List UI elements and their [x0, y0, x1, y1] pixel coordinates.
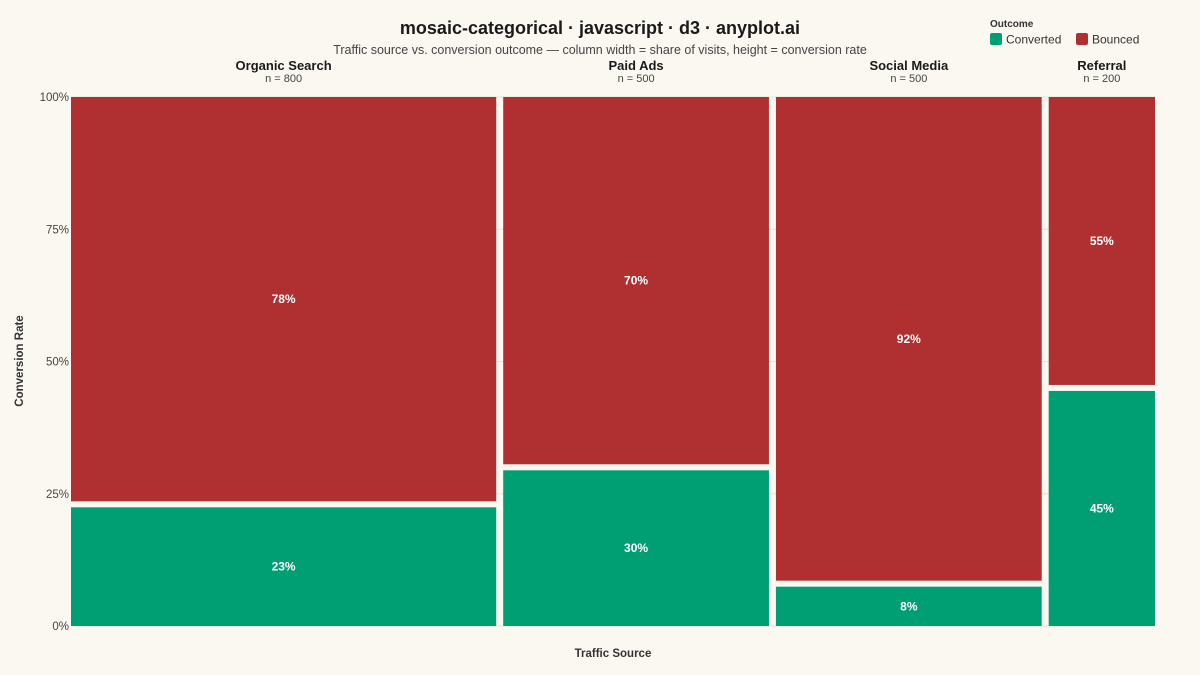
column-n-referral: n = 200 [1083, 73, 1120, 85]
y-tick-label: 0% [52, 621, 69, 633]
tile-label-social-media-bounced: 92% [897, 332, 921, 346]
tile-label-social-media-converted: 8% [900, 599, 918, 613]
tile-social-media-bounced [775, 97, 1042, 581]
y-tick-label: 50% [46, 357, 69, 369]
tile-label-organic-search-bounced: 78% [272, 292, 296, 306]
y-tick-label: 25% [46, 489, 69, 501]
column-label-paid-ads: Paid Ads [608, 58, 663, 73]
tile-label-paid-ads-bounced: 70% [624, 274, 648, 288]
tile-referral-converted [1048, 390, 1155, 626]
column-n-organic-search: n = 800 [265, 73, 302, 85]
tile-referral-bounced [1048, 97, 1155, 385]
tile-label-referral-converted: 45% [1090, 501, 1114, 515]
column-n-paid-ads: n = 500 [618, 73, 655, 85]
tile-label-organic-search-converted: 23% [272, 560, 296, 574]
y-tick-label: 75% [46, 224, 69, 236]
legend-title: Outcome [990, 19, 1034, 30]
legend: Outcome Converted Bounced [990, 19, 1139, 47]
legend-swatch-bounced [1076, 33, 1088, 45]
mosaic-tiles: 78% 23% 70% 30% 92% 8% 55% 45% [71, 97, 1155, 626]
legend-label-bounced: Bounced [1092, 33, 1139, 47]
legend-label-converted: Converted [1006, 33, 1061, 47]
y-tick-label: 100% [40, 92, 69, 104]
x-axis-title: Traffic Source [575, 648, 652, 660]
column-label-organic-search: Organic Search [236, 58, 332, 73]
tile-label-paid-ads-converted: 30% [624, 541, 648, 555]
tile-organic-search-bounced [71, 97, 497, 502]
column-n-social-media: n = 500 [890, 73, 927, 85]
chart-subtitle: Traffic source vs. conversion outcome — … [333, 43, 867, 57]
y-axis-ticks: 0% 25% 50% 75% 100% [40, 92, 69, 633]
column-label-social-media: Social Media [869, 58, 949, 73]
column-label-referral: Referral [1077, 58, 1126, 73]
tile-paid-ads-converted [503, 470, 769, 626]
tile-paid-ads-bounced [503, 97, 769, 465]
tile-social-media-converted [775, 586, 1042, 626]
tile-organic-search-converted [71, 507, 497, 626]
tile-label-referral-bounced: 55% [1090, 234, 1114, 248]
y-axis-title: Conversion Rate [14, 315, 26, 406]
chart-title: mosaic-categorical · javascript · d3 · a… [400, 18, 800, 38]
legend-swatch-converted [990, 33, 1002, 45]
